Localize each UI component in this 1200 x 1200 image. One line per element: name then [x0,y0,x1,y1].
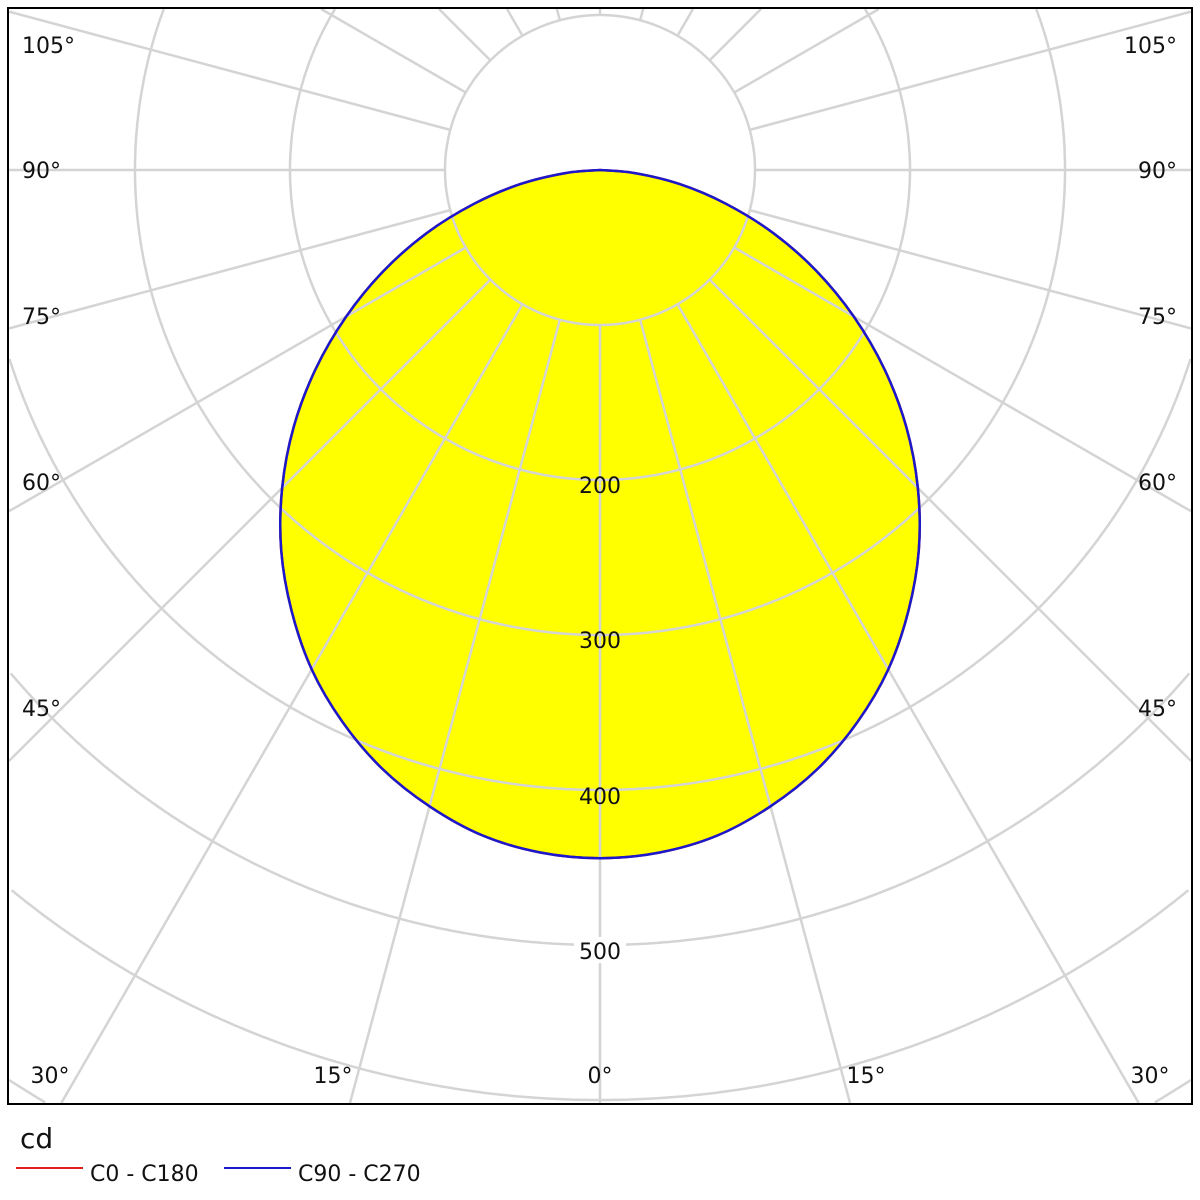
legend-label-c90-c270: C90 - C270 [298,1162,421,1187]
grid-radial-330 [60,303,524,1103]
angle-label-right: 60° [1138,471,1177,496]
grid-radial-165 [638,9,645,21]
radial-tick-label: 500 [579,940,621,965]
angle-label-bottom: 15° [314,1064,353,1089]
grid-radial-135 [708,9,762,62]
grid-radial-60 [733,246,1191,513]
grid-ring-400 [9,358,1191,792]
grid-radial-75 [749,208,1191,330]
angle-label-left: 45° [22,697,61,722]
grid-radial-30 [676,303,1140,1103]
angle-label-right: 105° [1124,34,1177,59]
grid-radial-210 [505,9,524,37]
series-curve-c90-c270 [279,168,921,860]
angle-label-left: 75° [22,305,61,330]
angle-label-left: 90° [22,159,61,184]
plot-frame [7,7,1193,1105]
radial-tick-label: 300 [579,629,621,654]
grid-ring-300 [133,9,1067,637]
grid-radial-195 [555,9,562,21]
unit-label: cd [20,1122,53,1155]
grid-radial-225 [438,9,492,62]
angle-label-right: 75° [1138,305,1177,330]
grid-ring-700 [9,1078,1191,1103]
angle-label-right: 45° [1138,697,1177,722]
angle-label-bottom: 30° [31,1064,70,1089]
grid-radial-300 [9,246,467,513]
radial-tick-label: 400 [579,785,621,810]
grid-radial-345 [348,319,562,1103]
angle-label-left: 60° [22,471,61,496]
grid-radial-105 [749,10,1191,132]
grid-ring-600 [10,889,1190,1102]
grid-radial-240 [320,9,467,94]
legend-label-c0-c180: C0 - C180 [90,1162,199,1187]
grid-radial-45 [708,278,1191,762]
grid-radial-315 [9,278,492,762]
grid-radial-120 [733,9,880,94]
angle-label-right: 90° [1138,159,1177,184]
grid-radial-255 [9,10,451,132]
grid-ring-500 [9,672,1191,947]
radial-tick-label: 200 [579,474,621,499]
angle-label-left: 105° [22,34,75,59]
grid-radial-285 [9,208,451,330]
angle-label-bottom: 15° [847,1064,886,1089]
grid-radial-15 [638,319,852,1103]
grid-ring-200 [288,9,912,482]
angle-label-bottom: 30° [1131,1064,1170,1089]
angle-label-bottom: 0° [588,1064,613,1089]
legend: cd C0 - C180 C90 - C270 [16,1122,421,1187]
grid-radial-150 [676,9,695,37]
